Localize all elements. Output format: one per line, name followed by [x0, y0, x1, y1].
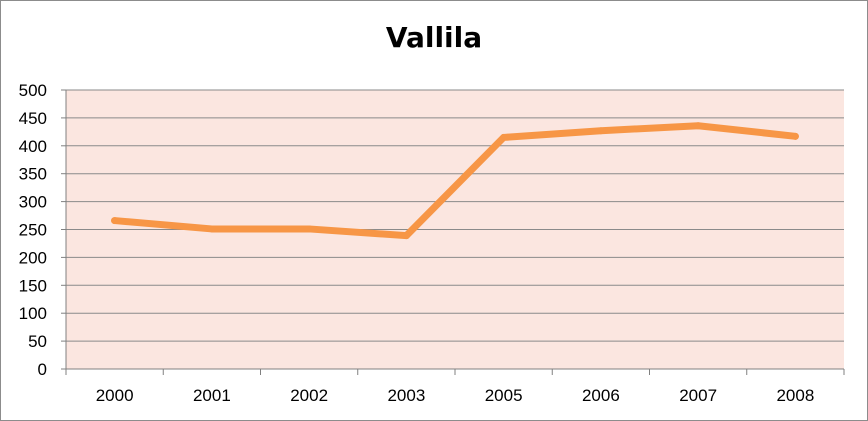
data-point — [208, 225, 216, 233]
x-tick-label: 2008 — [776, 386, 814, 405]
x-tick-label: 2000 — [96, 386, 134, 405]
y-tick-label: 0 — [38, 360, 47, 379]
data-point — [500, 133, 508, 141]
data-point — [597, 127, 605, 135]
gridlines — [61, 89, 844, 370]
y-tick-label: 500 — [19, 81, 47, 100]
y-tick-label: 400 — [19, 137, 47, 156]
y-tick-label: 350 — [19, 165, 47, 184]
y-tick-label: 150 — [19, 276, 47, 295]
series-line — [111, 122, 799, 240]
x-tick-label: 2002 — [290, 386, 328, 405]
axes — [65, 90, 845, 375]
series-layer — [111, 122, 799, 240]
data-point — [694, 122, 702, 130]
y-tick-labels: 0 50 100 150 200 250 300 350 400 450 500 — [19, 81, 47, 379]
y-tick-label: 250 — [19, 221, 47, 240]
data-point — [791, 132, 799, 140]
x-tick-label: 2007 — [679, 386, 717, 405]
x-tick-label: 2006 — [582, 386, 620, 405]
data-point — [305, 225, 313, 233]
y-tick-label: 450 — [19, 109, 47, 128]
y-tick-label: 50 — [28, 332, 47, 351]
x-tick-labels: 2000 2001 2002 2003 2005 2006 2007 2008 — [96, 386, 815, 405]
x-tick-label: 2003 — [387, 386, 425, 405]
y-tick-label: 300 — [19, 193, 47, 212]
y-tick-label: 100 — [19, 304, 47, 323]
x-tick-label: 2001 — [193, 386, 231, 405]
y-tick-label: 200 — [19, 248, 47, 267]
data-point — [111, 217, 119, 225]
x-tick-label: 2005 — [485, 386, 523, 405]
chart-title: Vallila — [385, 21, 483, 54]
data-point — [402, 232, 410, 240]
